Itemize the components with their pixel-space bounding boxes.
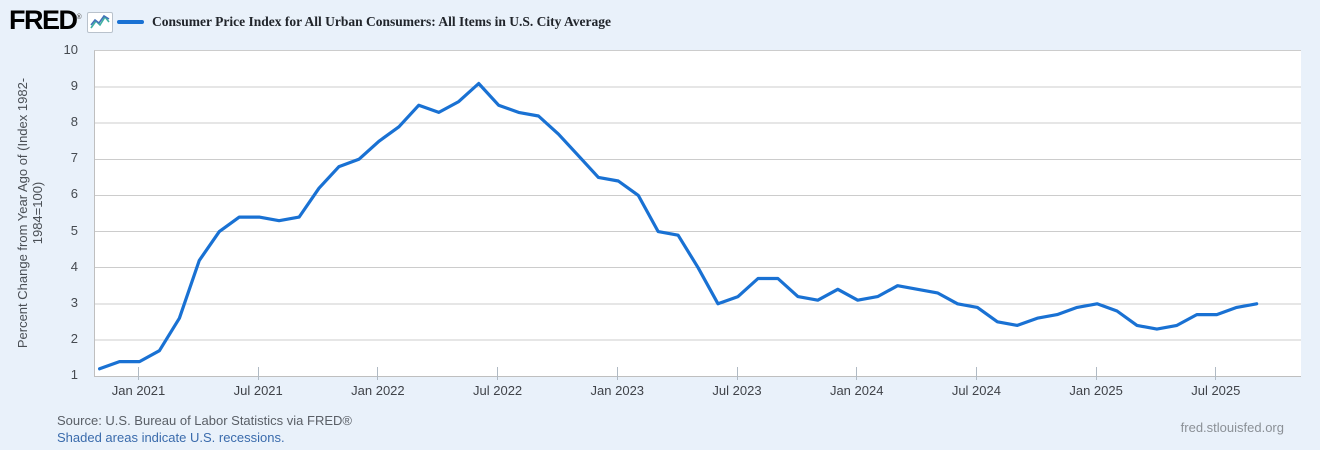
x-tick-mark	[497, 367, 499, 380]
legend-line-swatch	[117, 20, 144, 24]
y-tick-label: 3	[70, 294, 78, 310]
registered-mark: ®	[76, 14, 82, 21]
x-tick-mark	[1215, 367, 1217, 380]
series-title[interactable]: Consumer Price Index for All Urban Consu…	[152, 14, 611, 29]
x-tick-mark	[736, 367, 738, 380]
fred-logo[interactable]: FRED®	[9, 5, 82, 36]
gridlines	[95, 86, 1301, 341]
plot-area[interactable]	[94, 50, 1301, 377]
y-tick-label: 8	[70, 114, 78, 130]
recession-note-link[interactable]: Shaded areas indicate U.S. recessions.	[57, 430, 285, 445]
y-axis-title-line1: Percent Change from Year Ago of (Index 1…	[15, 77, 30, 348]
y-tick-label: 9	[70, 78, 78, 94]
y-tick-label: 5	[70, 222, 78, 238]
x-tick-mark	[138, 367, 139, 380]
y-tick-label: 7	[70, 150, 78, 166]
fred-logo-text: FRED	[9, 5, 78, 35]
x-tick-mark	[975, 367, 977, 380]
x-tick-mark	[377, 367, 379, 380]
y-tick-label: 2	[70, 330, 78, 346]
x-tick-mark	[257, 367, 259, 380]
fred-sparkline-icon	[87, 12, 113, 33]
x-tick-label: Jan 2022	[351, 383, 405, 398]
cpi-series-line	[97, 81, 1259, 371]
x-tick-label: Jul 2025	[1191, 383, 1241, 398]
x-tick-mark	[1095, 367, 1097, 380]
fred-site-link[interactable]: fred.stlouisfed.org	[1180, 420, 1284, 435]
y-tick-label: 6	[70, 186, 78, 202]
x-tick-label: Jan 2025	[1069, 383, 1123, 398]
x-tick-label: Jan 2021	[111, 383, 166, 398]
x-tick-mark	[616, 367, 618, 380]
x-tick-label: Jul 2021	[233, 383, 283, 398]
x-tick-label: Jan 2023	[590, 383, 645, 398]
y-axis-title: Percent Change from Year Ago of (Index 1…	[4, 50, 56, 375]
y-tick-label: 10	[63, 42, 78, 57]
x-tick-label: Jul 2024	[951, 383, 1001, 398]
source-attribution: Source: U.S. Bureau of Labor Statistics …	[57, 413, 352, 428]
y-tick-label: 1	[70, 367, 78, 382]
x-tick-mark	[856, 367, 858, 380]
x-tick-label: Jul 2022	[473, 383, 523, 398]
x-tick-label: Jul 2023	[712, 383, 762, 398]
x-tick-label: Jan 2024	[829, 383, 884, 398]
y-tick-label: 4	[70, 258, 78, 274]
